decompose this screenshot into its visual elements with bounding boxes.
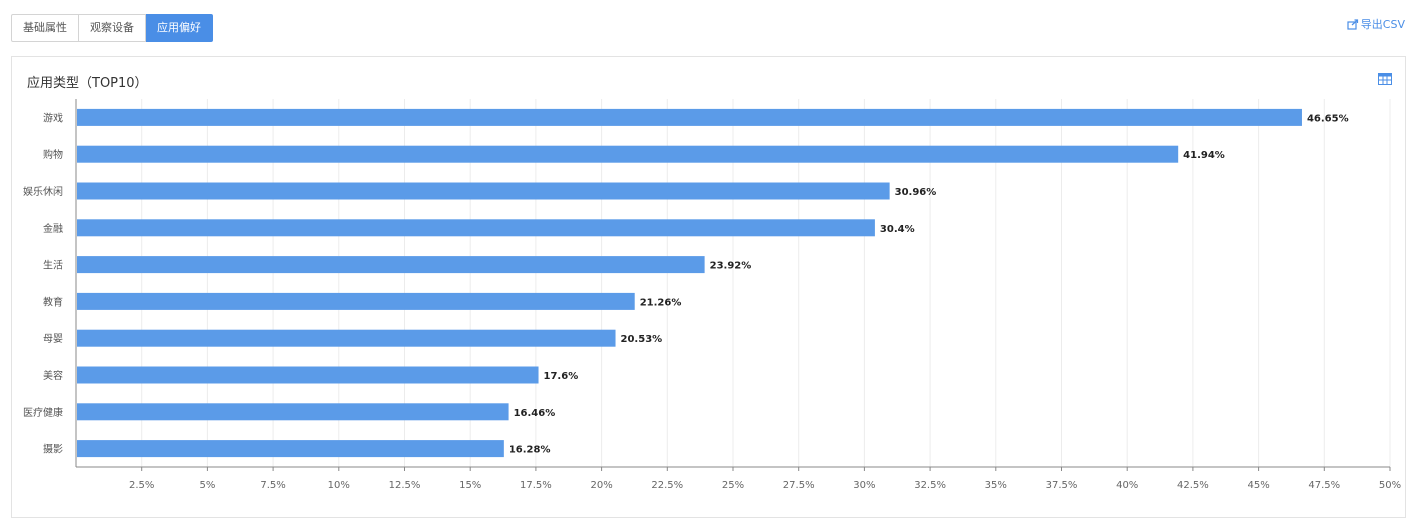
bar	[77, 182, 890, 200]
x-tick-label: 30%	[853, 480, 875, 491]
x-tick-label: 17.5%	[520, 480, 552, 491]
data-label: 16.46%	[514, 408, 556, 419]
x-tick-label: 40%	[1116, 480, 1138, 491]
bar	[77, 366, 539, 384]
data-label: 16.28%	[509, 445, 551, 456]
export-csv-link[interactable]: 导出CSV	[1347, 16, 1405, 32]
x-tick-label: 5%	[199, 480, 215, 491]
data-label: 41.94%	[1183, 150, 1225, 161]
x-tick-label: 27.5%	[783, 480, 815, 491]
x-tick-label: 25%	[722, 480, 744, 491]
chart-panel: 应用类型（TOP10） 2.5% 5% 7.5% 10% 12.5% 15% 17.5% 20…	[11, 56, 1406, 518]
chart-title: 应用类型（TOP10）	[27, 76, 148, 91]
bar	[77, 403, 509, 421]
x-tick-label: 50%	[1379, 480, 1401, 491]
bar	[77, 219, 875, 237]
table-icon[interactable]	[1378, 73, 1392, 85]
x-tick-label: 32.5%	[914, 480, 946, 491]
bar-chart: 2.5% 5% 7.5% 10% 12.5% 15% 17.5% 20% 22.5% 25% 27.…	[23, 99, 1401, 491]
export-icon	[1347, 18, 1358, 30]
tab-observed-devices[interactable]: 观察设备	[79, 14, 146, 42]
x-tick-label: 35%	[985, 480, 1007, 491]
x-tick-label: 37.5%	[1046, 480, 1078, 491]
x-tick-label: 12.5%	[389, 480, 421, 491]
x-tick-label: 2.5%	[129, 480, 154, 491]
x-tick-label: 10%	[328, 480, 350, 491]
tab-app-preferences[interactable]: 应用偏好	[146, 14, 213, 42]
category-label: 摄影	[43, 443, 63, 456]
data-label: 46.65%	[1307, 113, 1349, 124]
data-label: 23.92%	[710, 261, 752, 272]
tab-basic-attributes[interactable]: 基础属性	[11, 14, 79, 42]
bar	[77, 440, 504, 458]
bar	[77, 256, 705, 274]
export-csv-label: 导出CSV	[1360, 18, 1405, 31]
x-tick-label: 15%	[459, 480, 481, 491]
x-tick-label: 47.5%	[1308, 480, 1340, 491]
x-tick-label: 22.5%	[651, 480, 683, 491]
category-label: 购物	[43, 148, 63, 161]
x-tick-label: 45%	[1247, 480, 1269, 491]
data-label: 30.4%	[880, 224, 915, 235]
bar	[77, 108, 1302, 126]
tab-bar: 基础属性 观察设备 应用偏好	[11, 14, 213, 42]
x-tick-label: 7.5%	[260, 480, 285, 491]
category-label: 金融	[43, 222, 63, 235]
data-label: 30.96%	[895, 187, 937, 198]
x-tick-label: 42.5%	[1177, 480, 1209, 491]
category-label: 娱乐休闲	[23, 185, 63, 198]
category-label: 教育	[43, 295, 63, 308]
category-label: 生活	[43, 259, 63, 272]
data-label: 21.26%	[640, 297, 682, 308]
x-tick-label: 20%	[590, 480, 612, 491]
category-label: 母婴	[43, 333, 63, 345]
bar	[77, 329, 616, 347]
data-label: 20.53%	[621, 334, 663, 345]
bar	[77, 145, 1179, 163]
bar	[77, 292, 635, 310]
data-label: 17.6%	[544, 371, 579, 382]
category-label: 美容	[43, 369, 63, 382]
category-label: 医疗健康	[23, 406, 63, 419]
category-label: 游戏	[43, 111, 63, 124]
